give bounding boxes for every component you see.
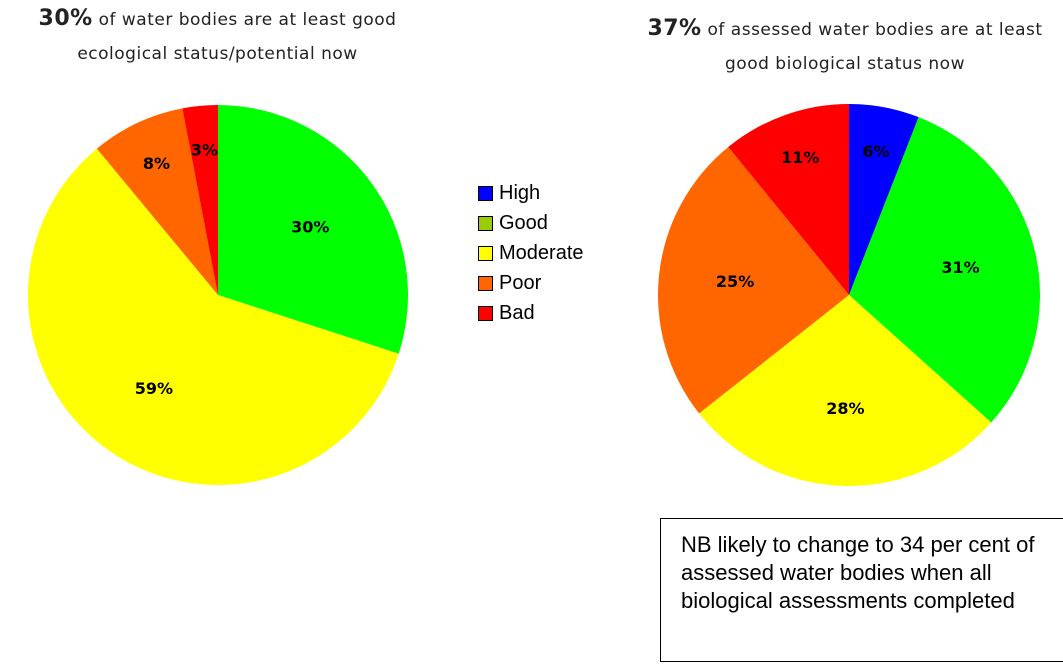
legend: High Good Moderate Poor Bad	[478, 178, 584, 328]
legend-label: Poor	[499, 271, 542, 294]
legend-swatch	[478, 245, 493, 261]
title-right: 37% of assessed water bodies are at leas…	[625, 12, 1063, 81]
pie-slice	[658, 147, 849, 414]
legend-label: Good	[499, 211, 548, 234]
slice-label: 31%	[941, 258, 979, 277]
slice-label: 28%	[826, 399, 864, 418]
title-highlight: 30%	[38, 6, 93, 31]
pie-slice	[728, 104, 849, 295]
legend-swatch	[478, 275, 493, 291]
slice-label: 25%	[716, 272, 754, 291]
title-text: of water bodies are at least good ecolog…	[77, 10, 397, 64]
pie-slice	[182, 105, 218, 295]
title-left: 30% of water bodies are at least good ec…	[0, 2, 435, 71]
legend-entry: Bad	[478, 298, 584, 328]
legend-label: Moderate	[499, 241, 584, 264]
title-highlight: 37%	[647, 16, 702, 41]
title-text: of assessed water bodies are at least go…	[707, 20, 1043, 74]
slice-label: 6%	[862, 142, 889, 161]
pie-slice	[849, 117, 1040, 423]
legend-entry: Good	[478, 208, 584, 238]
pie-slice	[849, 104, 919, 295]
legend-label: Bad	[499, 301, 535, 324]
slice-label: 3%	[191, 141, 218, 160]
legend-swatch	[478, 305, 493, 321]
pie-slice	[218, 105, 408, 354]
slice-label: 11%	[781, 148, 819, 167]
legend-label: High	[499, 181, 541, 204]
legend-entry: Moderate	[478, 238, 584, 268]
slice-label: 59%	[135, 379, 173, 398]
pie-slice	[28, 148, 399, 485]
slice-label: 8%	[143, 154, 170, 173]
pie-slice	[96, 108, 218, 296]
legend-entry: Poor	[478, 268, 584, 298]
pie-slice	[699, 295, 992, 486]
legend-swatch	[478, 185, 493, 201]
slice-label: 30%	[291, 217, 329, 236]
legend-swatch	[478, 215, 493, 231]
note: NB likely to change to 34 per cent of as…	[660, 518, 1063, 662]
legend-entry: High	[478, 178, 584, 208]
